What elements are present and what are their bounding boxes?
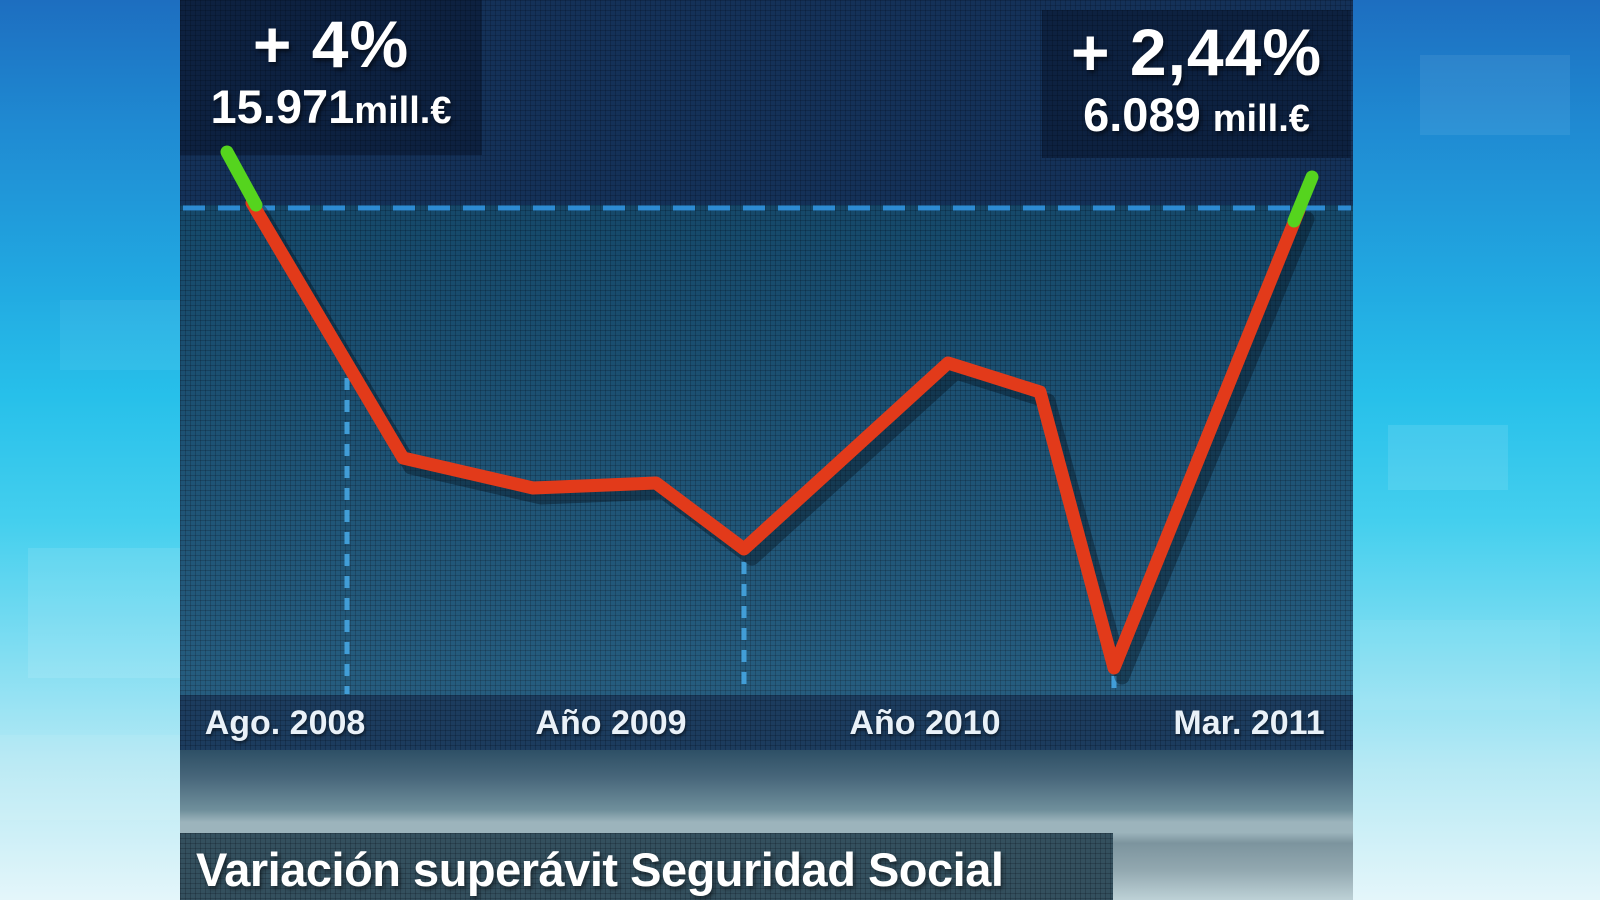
x-axis-band: Ago. 2008 Año 2009 Año 2010 Mar. 2011: [180, 695, 1353, 750]
start-amount: 15.971mill.€: [211, 83, 452, 130]
x-tick-label: Año 2009: [535, 704, 687, 742]
chart-panel: Ago. 2008 Año 2009 Año 2010 Mar. 2011 Varia…: [180, 0, 1353, 900]
x-tick-label: Mar. 2011: [1173, 704, 1325, 742]
background-shape: [60, 300, 180, 370]
start-annotation-box: + 4% 15.971mill.€: [180, 0, 482, 155]
start-amount-unit: mill.€: [354, 90, 452, 133]
end-annotation-box: + 2,44% 6.089 mill.€: [1042, 10, 1351, 158]
end-amount-value: 6.089: [1083, 88, 1201, 142]
background-shape: [1420, 55, 1570, 135]
background-shape: [0, 735, 185, 820]
x-tick-label: Año 2010: [849, 704, 1001, 742]
background-shape: [1388, 425, 1508, 490]
start-amount-value: 15.971: [210, 80, 355, 134]
start-percent: + 4%: [252, 7, 410, 81]
end-amount: 6.089 mill.€: [1083, 91, 1310, 138]
background-shape: [1360, 620, 1560, 710]
chart-title: Variación superávit Seguridad Social: [196, 843, 1004, 896]
end-percent: + 2,44%: [1070, 15, 1323, 89]
x-tick-label: Ago. 2008: [204, 704, 366, 742]
chart-title-box: Variación superávit Seguridad Social: [180, 833, 1113, 900]
chart-plot-area: [180, 205, 1353, 695]
end-amount-unit: mill.€: [1212, 98, 1310, 141]
